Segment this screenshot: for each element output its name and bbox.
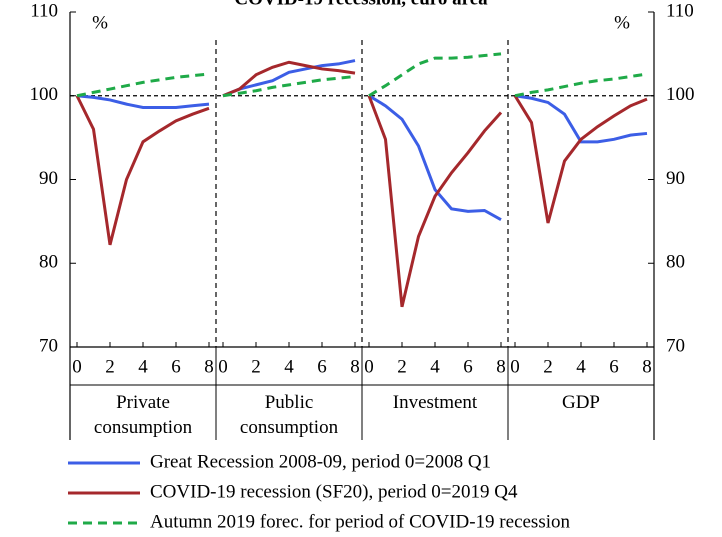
y2-label: %	[614, 12, 630, 33]
series-line	[368, 52, 502, 98]
x-tick-label: 0	[364, 356, 374, 377]
x-tick-label: 6	[317, 356, 327, 377]
panel-label: Investment	[392, 392, 478, 413]
x-tick-label: 2	[105, 356, 115, 377]
y2-tick-label: 80	[666, 252, 685, 273]
chart-title: COVID-19 recession, euro area	[234, 0, 488, 9]
x-tick-label: 8	[350, 356, 360, 377]
x-tick-label: 4	[576, 356, 586, 377]
x-tick-label: 2	[543, 356, 553, 377]
series-line	[514, 72, 648, 98]
x-tick-label: 4	[138, 356, 148, 377]
series-line	[75, 95, 210, 246]
panel-label: Private consumption	[93, 392, 193, 438]
x-tick-label: 4	[284, 356, 294, 377]
y-tick-label: 80	[39, 252, 58, 273]
y-tick-label: 90	[39, 168, 58, 189]
x-tick-label: 0	[218, 356, 228, 377]
x-tick-label: 0	[510, 356, 520, 377]
x-tick-label: 8	[496, 356, 506, 377]
series-line	[514, 94, 648, 144]
legend-label: Great Recession 2008-09, period 0=2008 Q…	[150, 451, 491, 472]
y-tick-label: 110	[30, 0, 58, 21]
series-line	[367, 95, 503, 308]
x-tick-label: 6	[463, 356, 473, 377]
x-tick-label: 4	[430, 356, 440, 377]
legend-label: Autumn 2019 forec. for period of COVID-1…	[150, 511, 571, 532]
series-line	[513, 94, 648, 224]
series-line	[222, 60, 356, 98]
y-tick-label: 70	[39, 335, 58, 356]
y2-tick-label: 70	[666, 335, 685, 356]
x-tick-label: 6	[609, 356, 619, 377]
x-tick-label: 6	[171, 356, 181, 377]
y-label: %	[92, 12, 108, 33]
x-tick-label: 8	[642, 356, 652, 377]
series-line	[76, 72, 210, 98]
x-tick-label: 2	[251, 356, 261, 377]
y2-tick-label: 90	[666, 168, 685, 189]
y2-tick-label: 110	[666, 0, 694, 21]
series-line	[222, 74, 356, 98]
x-tick-label: 0	[72, 356, 82, 377]
panel-label: Public consumption	[239, 392, 339, 438]
x-tick-label: 8	[204, 356, 214, 377]
x-tick-label: 2	[397, 356, 407, 377]
y-tick-label: 100	[30, 84, 59, 105]
legend-label: COVID-19 recession (SF20), period 0=2019…	[150, 481, 518, 502]
y2-tick-label: 100	[666, 84, 695, 105]
series-line	[76, 94, 210, 109]
series-line	[368, 94, 502, 222]
series-line	[222, 59, 356, 98]
panel-label: GDP	[561, 392, 600, 413]
